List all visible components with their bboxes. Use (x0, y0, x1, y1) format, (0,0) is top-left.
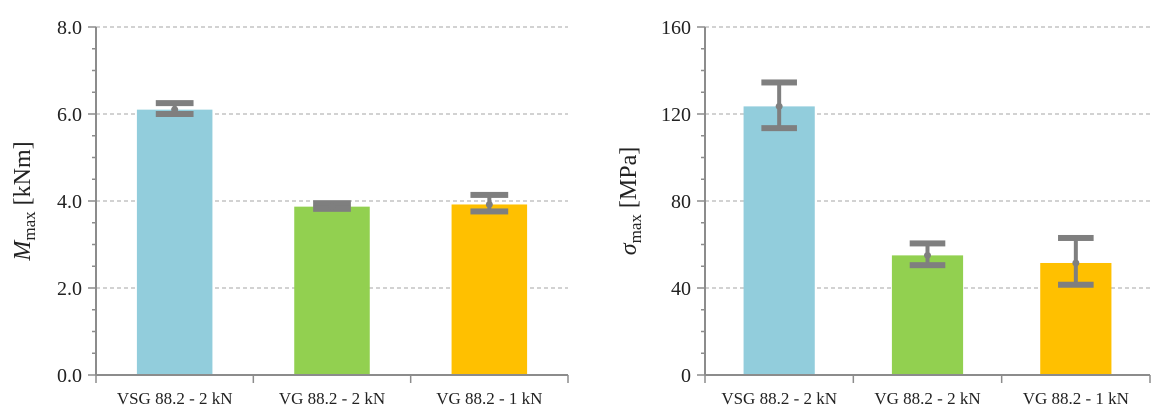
errorbar-cap-low (761, 125, 797, 132)
errorbar-cap-high (155, 100, 194, 107)
errorbar-cap-low (470, 208, 509, 215)
errorbar-mean-point (171, 106, 179, 114)
y-tick-label: 0.0 (57, 365, 82, 387)
x-category-label: VG 88.2 - 2 kN (874, 389, 980, 408)
y-axis-label: σmax [MPa] (616, 147, 645, 255)
bar (743, 106, 815, 375)
errorbar-mean-point (1072, 259, 1080, 267)
x-category-label: VSG 88.2 - 2 kN (117, 389, 233, 408)
errorbar-cap-high (1058, 234, 1094, 241)
y-axis-label-unit: [kNm] (10, 141, 36, 211)
x-category-label: VG 88.2 - 2 kN (279, 389, 385, 408)
errorbar-cap-low (909, 262, 946, 269)
y-tick-label: 160 (661, 17, 691, 39)
errorbar-mean-point (328, 203, 336, 211)
bar (294, 206, 370, 375)
y-tick-label: 0 (681, 365, 691, 387)
errorbar-cap-high (909, 240, 946, 247)
errorbar-cap-low (155, 111, 194, 117)
bar (136, 109, 213, 376)
x-category-label: VSG 88.2 - 2 kN (721, 389, 837, 408)
errorbar-cap-low (1058, 281, 1094, 288)
y-tick-label: 120 (661, 104, 691, 126)
y-axis-label-symbol: σ (616, 242, 642, 255)
x-category-label: VG 88.2 - 1 kN (436, 389, 542, 408)
errorbar-mean-point (775, 102, 783, 110)
y-tick-label: 8.0 (57, 17, 82, 39)
errorbar-cap-high (761, 79, 797, 86)
errorbar-mean-point (485, 200, 493, 208)
errorbar-cap-high (470, 191, 509, 198)
chart-2: 0 40 80 120 160 VSG 88.2 - 2 kN VG 88.2 - 2 kN… (616, 17, 1151, 408)
y-tick-label: 40 (671, 278, 691, 300)
y-axis-label-subscript: max (626, 214, 645, 244)
bar (891, 255, 964, 375)
y-tick-label: 6.0 (57, 104, 82, 126)
y-axis-label-symbol: M (10, 239, 36, 262)
y-axis-label-unit: [MPa] (616, 147, 642, 214)
y-tick-label: 4.0 (57, 191, 82, 213)
x-category-label: VG 88.2 - 1 kN (1023, 389, 1129, 408)
y-axis-label-subscript: max (20, 211, 39, 241)
chart-1: 0.0 2.0 4.0 6.0 8.0 VSG 88.2 - 2 kN VG 88.2 - … (10, 17, 569, 408)
errorbar-mean-point (924, 251, 931, 259)
bar (451, 204, 528, 375)
y-tick-label: 80 (671, 191, 691, 213)
y-axis-label: Mmax [kNm] (10, 141, 39, 261)
y-tick-label: 2.0 (57, 278, 82, 300)
